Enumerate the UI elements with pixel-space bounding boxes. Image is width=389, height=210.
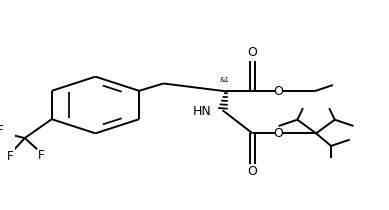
Text: HN: HN [193, 105, 211, 118]
Text: F: F [7, 150, 13, 163]
Text: O: O [247, 46, 258, 59]
Text: &1: &1 [219, 77, 230, 83]
Text: F: F [0, 124, 4, 137]
Text: O: O [247, 165, 258, 178]
Text: O: O [274, 127, 284, 140]
Text: O: O [274, 85, 284, 98]
Text: F: F [38, 149, 44, 162]
